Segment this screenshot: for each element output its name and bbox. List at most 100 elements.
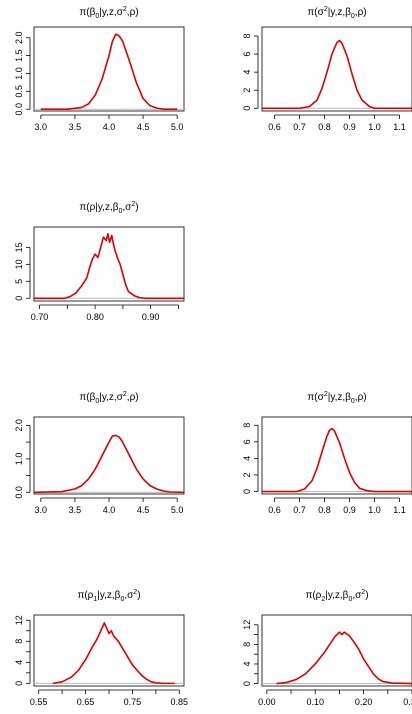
y-tick-label: 0 — [14, 681, 24, 686]
x-tick-label: 0.20 — [355, 697, 373, 707]
x-tick-label: 0.9 — [343, 122, 356, 132]
title-part: 2 — [324, 6, 328, 13]
y-tick-label: 12 — [14, 615, 24, 625]
plot-frame — [261, 416, 412, 495]
x-tick-label: 0.6 — [268, 505, 281, 515]
y-tick-label: 4 — [242, 456, 252, 461]
x-tick-label: 1.1 — [393, 505, 406, 515]
density-curve — [262, 427, 412, 493]
plot-frame — [261, 614, 412, 687]
title-part: ,ρ) — [127, 7, 139, 18]
x-tick-label: 3.0 — [35, 505, 48, 515]
x-tick-label: 0.9 — [343, 505, 356, 515]
title-part: |y,z,β — [328, 7, 351, 18]
x-tick-label: 5.0 — [171, 505, 184, 515]
x-tick-label: 3.0 — [35, 122, 48, 132]
density-curve — [276, 631, 412, 685]
y-tick-label: 1.0 — [14, 67, 24, 80]
title-part: 2 — [133, 589, 137, 596]
title-part: 0 — [95, 13, 99, 20]
x-tick-label: 4.5 — [137, 122, 150, 132]
title-part: |y,z,σ — [99, 392, 123, 403]
plot-frame — [33, 416, 185, 495]
x-tick-label: 0.8 — [318, 505, 331, 515]
density-curve — [34, 232, 184, 300]
title-part: π(σ — [307, 392, 324, 403]
x-tick-label: 0.8 — [318, 122, 331, 132]
x-tick-label: 4.0 — [103, 505, 116, 515]
title-part: ,σ — [122, 202, 132, 213]
x-tick-label: 0.70 — [31, 312, 49, 322]
title-part: 2 — [123, 391, 127, 398]
panel-title: π(β0|y,z,σ2,ρ) — [79, 6, 138, 20]
y-tick-label: 0.5 — [14, 85, 24, 98]
y-tick-label: 6 — [242, 52, 252, 57]
y-tick-label: 0 — [242, 681, 252, 686]
title-part: π(β — [79, 392, 95, 403]
title-part: 2 — [324, 391, 328, 398]
x-tick-label: 1.0 — [368, 122, 381, 132]
title-part: 1 — [93, 596, 97, 603]
x-tick-label: 4.5 — [137, 505, 150, 515]
title-part: π(σ — [307, 7, 324, 18]
y-tick-label: 8 — [242, 34, 252, 39]
x-tick-label: 3.5 — [69, 505, 82, 515]
title-part: ) — [365, 590, 368, 601]
panel-title: π(β0|y,z,σ2,ρ) — [79, 391, 138, 405]
y-tick-label: 15 — [14, 242, 24, 252]
x-tick-label: 4.0 — [103, 122, 116, 132]
plot-frame — [33, 26, 185, 112]
title-part: π(ρ|y,z,β — [79, 202, 118, 213]
y-tick-label: 1.0 — [14, 453, 24, 466]
title-part: ) — [137, 590, 140, 601]
x-tick-label: 3.5 — [69, 122, 82, 132]
title-part: ,ρ) — [127, 392, 139, 403]
title-part: π(β — [79, 7, 95, 18]
y-tick-label: 4 — [242, 70, 252, 75]
density-curve — [33, 434, 185, 494]
x-tick-label: 0.65 — [77, 697, 95, 707]
x-tick-label: 0.7 — [293, 122, 306, 132]
title-part: π(ρ — [77, 590, 93, 601]
y-tick-label: 0.0 — [14, 103, 24, 116]
title-part: 0 — [348, 596, 352, 603]
panel-title: π(ρ|y,z,β0,σ2) — [79, 201, 138, 215]
plot-frame — [261, 26, 412, 112]
title-part: ) — [135, 202, 138, 213]
title-part: 2 — [321, 596, 325, 603]
y-tick-label: 0 — [242, 106, 252, 111]
x-tick-label: 0.80 — [86, 312, 104, 322]
title-part: ,ρ) — [355, 7, 367, 18]
title-part: 0 — [120, 596, 124, 603]
x-tick-label: 1.1 — [393, 122, 406, 132]
title-part: 2 — [123, 6, 127, 13]
title-part: |y,z,β — [97, 590, 120, 601]
density-curve — [40, 33, 178, 111]
title-part: 2 — [131, 201, 135, 208]
y-tick-label: 1.5 — [14, 49, 24, 62]
y-tick-label: 6 — [242, 439, 252, 444]
y-tick-label: 4 — [14, 660, 24, 665]
title-part: 2 — [361, 589, 365, 596]
panel-title: π(ρ1|y,z,β0,σ2) — [77, 589, 140, 603]
plot-frame — [33, 226, 185, 302]
x-tick-label: 0.7 — [293, 505, 306, 515]
y-tick-label: 0 — [14, 296, 24, 301]
density-curve — [52, 622, 175, 685]
x-tick-label: 0.85 — [171, 697, 189, 707]
title-part: ,ρ) — [355, 392, 367, 403]
panel-title: π(σ2|y,z,β0,ρ) — [307, 6, 366, 20]
panel-title: π(σ2|y,z,β0,ρ) — [307, 391, 366, 405]
title-part: |y,z,σ — [99, 7, 123, 18]
y-tick-label: 12 — [242, 620, 252, 630]
title-part: 0 — [95, 398, 99, 405]
panel-1: π(β0|y,z,σ2,ρ) 3.0 3.5 4.0 4.5 5.0 0.0 0.5 1.0 1.… — [14, 6, 185, 132]
title-part: 0 — [351, 398, 355, 405]
y-tick-label: 2 — [242, 88, 252, 93]
title-part: 0 — [351, 13, 355, 20]
panel-title: π(ρ2|y,z,β0,σ2) — [305, 589, 368, 603]
x-tick-label: 0.30 — [403, 697, 412, 707]
y-tick-label: 10 — [14, 259, 24, 269]
